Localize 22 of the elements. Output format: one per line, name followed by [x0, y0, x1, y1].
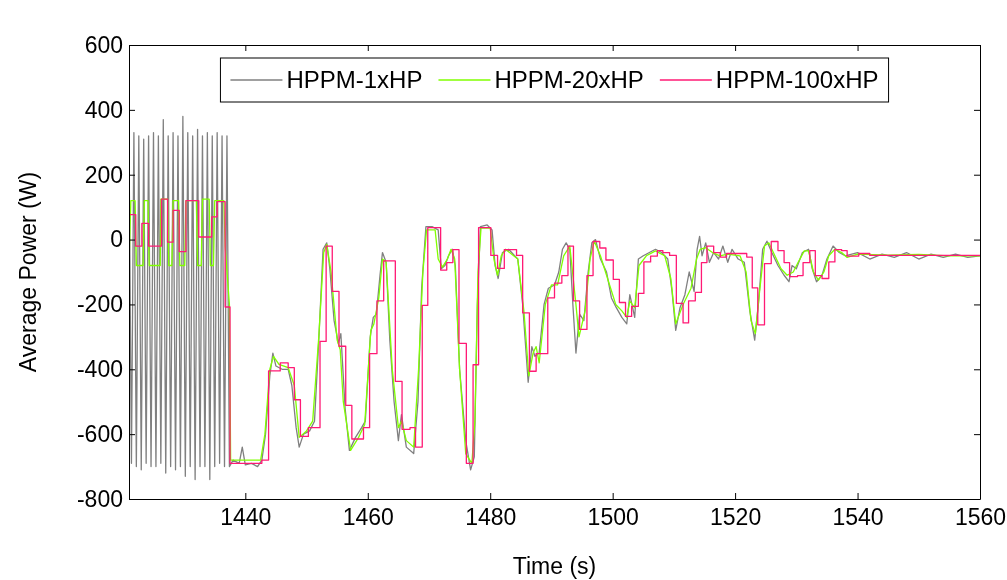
x-tick-label: 1500: [587, 504, 639, 531]
x-tick-label: 1440: [220, 504, 272, 531]
x-tick-label: 1520: [710, 504, 762, 531]
y-tick-label: 0: [110, 226, 123, 253]
x-axis-title: Time (s): [512, 553, 597, 579]
legend-label: HPPM-1xHP: [286, 66, 423, 93]
x-tick-label: 1560: [954, 504, 1007, 531]
y-tick-label: -600: [76, 421, 123, 447]
y-tick-label: -200: [76, 291, 123, 318]
line-series: [129, 198, 980, 464]
y-tick-label: -400: [76, 356, 123, 383]
line-series: [129, 115, 980, 481]
legend-label: HPPM-100xHP: [715, 66, 879, 93]
x-tick-label: 1460: [342, 504, 394, 531]
y-tick-label: 400: [84, 96, 123, 123]
y-tick-label: 200: [84, 161, 123, 188]
y-axis-title: Average Power (W): [15, 171, 41, 373]
y-tick-label: -800: [76, 485, 123, 512]
x-tick-label: 1480: [465, 504, 517, 531]
legend-label: HPPM-20xHP: [494, 66, 644, 93]
x-tick-label: 1540: [832, 504, 884, 531]
y-tick-label: 600: [84, 31, 123, 58]
